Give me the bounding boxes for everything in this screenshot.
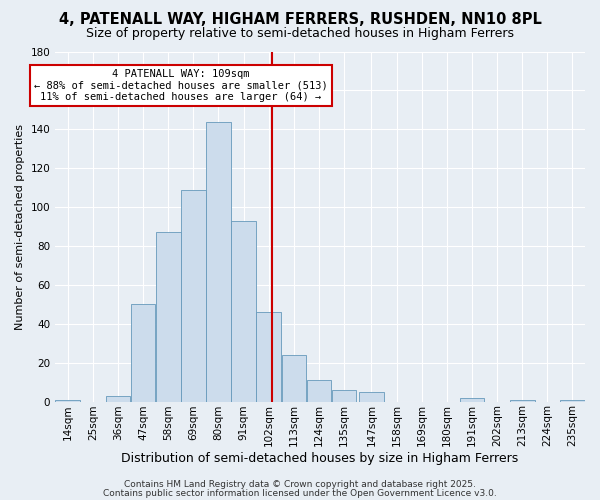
Bar <box>55 400 80 402</box>
Bar <box>307 380 331 402</box>
Text: Size of property relative to semi-detached houses in Higham Ferrers: Size of property relative to semi-detach… <box>86 28 514 40</box>
Bar <box>332 390 356 402</box>
Bar <box>131 304 155 402</box>
Text: Contains public sector information licensed under the Open Government Licence v3: Contains public sector information licen… <box>103 488 497 498</box>
Bar <box>156 232 181 402</box>
Bar <box>460 398 484 402</box>
Bar <box>231 220 256 402</box>
Bar <box>106 396 130 402</box>
Bar <box>256 312 281 402</box>
Bar <box>206 122 231 402</box>
Bar <box>181 190 206 402</box>
Bar <box>359 392 384 402</box>
Text: Contains HM Land Registry data © Crown copyright and database right 2025.: Contains HM Land Registry data © Crown c… <box>124 480 476 489</box>
Text: 4 PATENALL WAY: 109sqm
← 88% of semi-detached houses are smaller (513)
11% of se: 4 PATENALL WAY: 109sqm ← 88% of semi-det… <box>34 69 328 102</box>
Bar <box>510 400 535 402</box>
Text: 4, PATENALL WAY, HIGHAM FERRERS, RUSHDEN, NN10 8PL: 4, PATENALL WAY, HIGHAM FERRERS, RUSHDEN… <box>59 12 541 28</box>
Y-axis label: Number of semi-detached properties: Number of semi-detached properties <box>15 124 25 330</box>
X-axis label: Distribution of semi-detached houses by size in Higham Ferrers: Distribution of semi-detached houses by … <box>121 452 519 465</box>
Bar <box>281 355 306 402</box>
Bar <box>560 400 585 402</box>
